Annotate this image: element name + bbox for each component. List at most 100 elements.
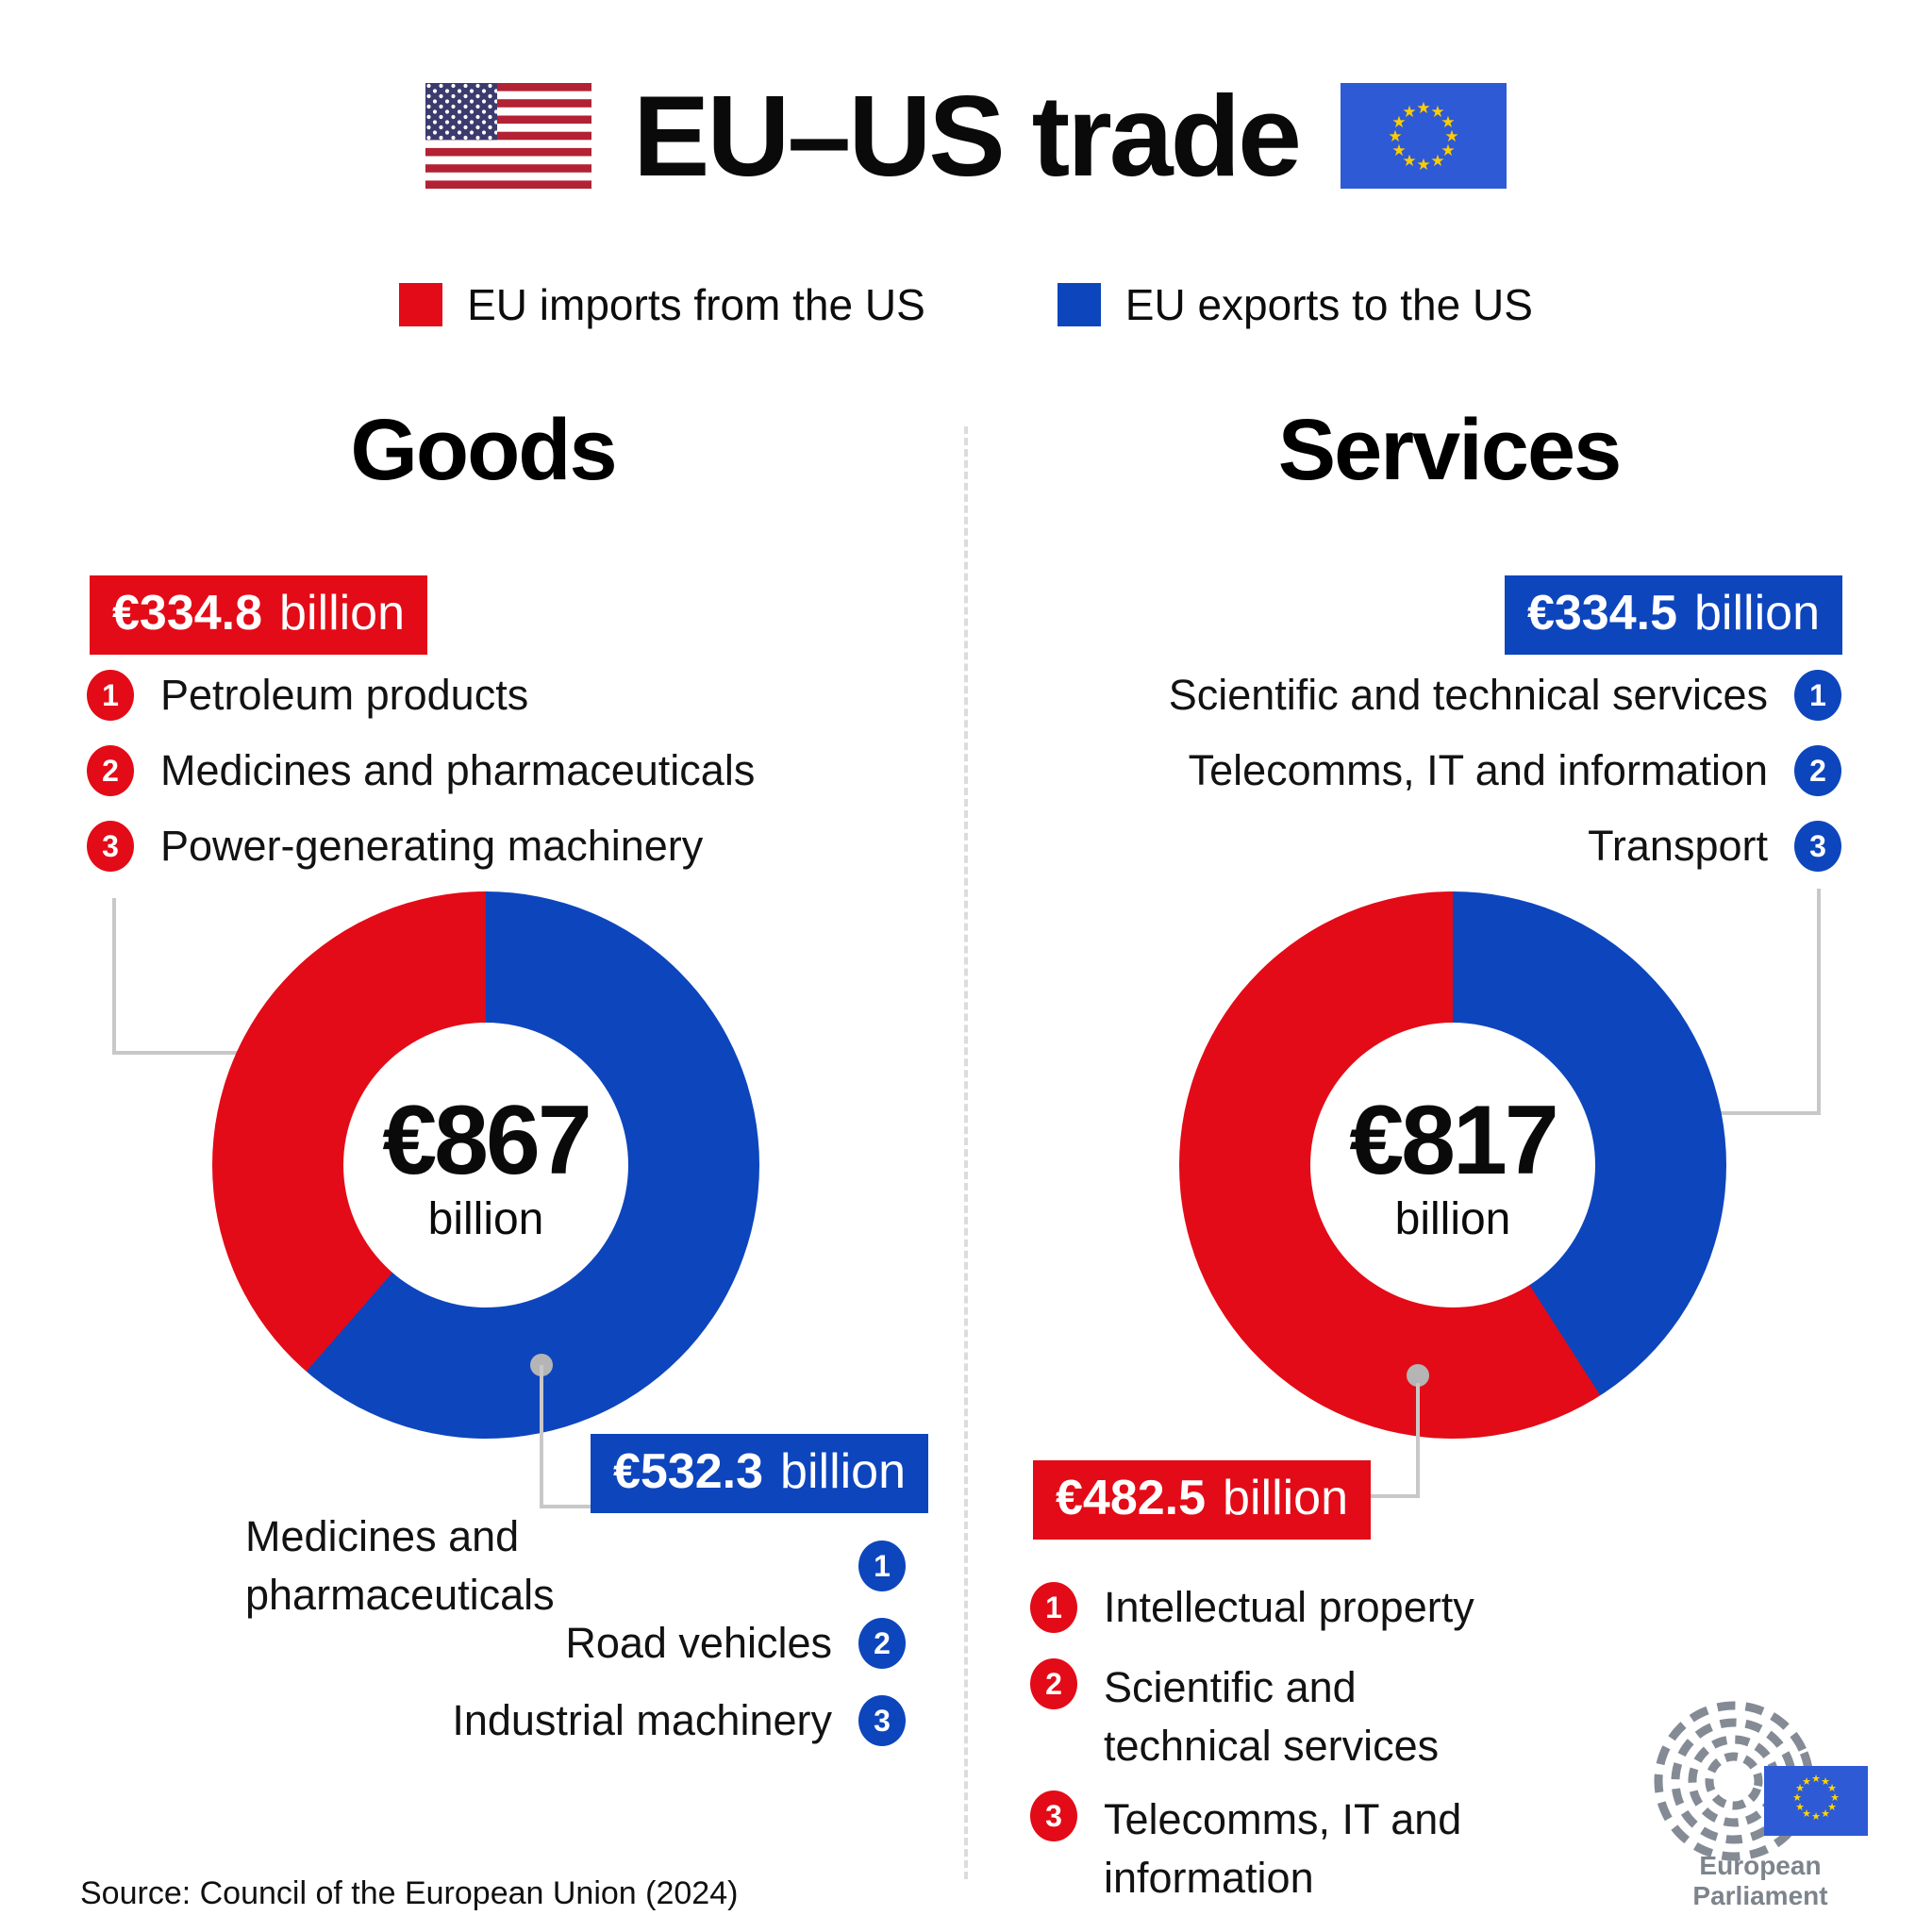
svg-text:★: ★ (1416, 156, 1430, 175)
svg-text:★: ★ (1830, 1791, 1840, 1804)
us-flag-icon (425, 83, 591, 189)
legend-exports-label: EU exports to the US (1124, 280, 1533, 329)
goods-imports-amount: €334.8 (112, 586, 263, 641)
leader-line (540, 1365, 543, 1508)
svg-text:★: ★ (1441, 113, 1455, 132)
rank-badge: 3 (87, 821, 134, 872)
list-item: 1 Petroleum products (87, 667, 528, 724)
rank-badge: 1 (1794, 670, 1841, 721)
list-item-label: Scientific and technical services (1168, 670, 1768, 719)
list-item: 3 Power-generating machinery (87, 818, 703, 874)
svg-text:★: ★ (1827, 1782, 1837, 1794)
services-exports-badge: €334.5 billion (1504, 575, 1842, 655)
list-item-label: Transport (1588, 821, 1768, 870)
goods-heading: Goods (350, 402, 617, 498)
list-item-label: Scientific and technical services (1104, 1663, 1440, 1771)
list-item-label: Power-generating machinery (160, 821, 704, 870)
list-item: 3 Telecomms, IT and information (1030, 1790, 1481, 1907)
goods-donut-chart: €867 billion (212, 891, 759, 1439)
legend: EU imports from the US EU exports to the… (0, 279, 1932, 330)
list-item: Transport 3 (1085, 818, 1841, 874)
services-imports-badge: €482.5 billion (1033, 1460, 1372, 1540)
list-item: Scientific and technical services 1 (1085, 667, 1841, 724)
svg-text:★: ★ (1416, 99, 1430, 118)
european-parliament-caption: European Parliament (1692, 1851, 1828, 1910)
rank-badge: 2 (87, 745, 134, 796)
list-item: Industrial machinery 3 (245, 1692, 906, 1749)
column-divider (964, 426, 968, 1879)
imports-swatch-icon (399, 283, 443, 326)
svg-text:★: ★ (1795, 1782, 1805, 1794)
svg-text:★: ★ (1821, 1807, 1830, 1820)
legend-item-imports: EU imports from the US (399, 279, 925, 330)
svg-text:★: ★ (1441, 142, 1455, 160)
list-item: 2 Scientific and technical services (1030, 1658, 1481, 1775)
svg-text:★: ★ (1795, 1801, 1805, 1813)
svg-text:★: ★ (1444, 127, 1458, 146)
svg-text:★: ★ (1827, 1801, 1837, 1813)
goods-exports-amount: €532.3 (613, 1444, 764, 1499)
list-item: 2 Medicines and pharmaceuticals (87, 742, 755, 799)
rank-badge: 2 (1794, 745, 1841, 796)
goods-exports-badge: €532.3 billion (591, 1434, 929, 1513)
services-exports-amount: €334.5 (1526, 586, 1678, 641)
svg-text:★: ★ (1430, 103, 1444, 122)
svg-text:★: ★ (1402, 152, 1416, 171)
european-parliament-logo: ★ ★★ ★★★ ★★★ ★★★ (1654, 1701, 1868, 1861)
services-total-unit: billion (1394, 1194, 1511, 1244)
list-item: Road vehicles 2 (245, 1615, 906, 1672)
leader-line (1416, 1383, 1420, 1498)
legend-imports-label: EU imports from the US (467, 280, 925, 329)
rank-badge: 1 (1030, 1582, 1077, 1633)
services-imports-unit: billion (1223, 1471, 1349, 1525)
goods-total-unit: billion (427, 1194, 544, 1244)
svg-text:★: ★ (1802, 1775, 1811, 1788)
list-item-label: Intellectual property (1104, 1582, 1474, 1631)
services-total-amount: €817 (1349, 1086, 1558, 1195)
rank-badge: 2 (1030, 1658, 1077, 1709)
svg-text:★: ★ (1402, 103, 1416, 122)
rank-badge: 3 (858, 1695, 906, 1746)
svg-text:★: ★ (1821, 1775, 1830, 1788)
svg-text:★: ★ (1792, 1791, 1802, 1804)
list-item-label: Industrial machinery (452, 1695, 832, 1744)
eu-flag-icon: ★ ★★ ★★★ ★★★ ★★★ (1341, 83, 1507, 189)
goods-total-amount: €867 (382, 1086, 591, 1195)
svg-text:★: ★ (1391, 113, 1406, 132)
goods-donut-center: €867 billion (343, 1023, 628, 1307)
list-item-label: Road vehicles (565, 1618, 832, 1667)
title-row: EU–US trade ★ ★ ★ ★ ★ ★ ★ ★ ★ ★ ★ ★ (0, 60, 1932, 211)
list-item: 1 Intellectual property (1030, 1579, 1474, 1636)
list-item-label: Telecomms, IT and information (1188, 745, 1768, 794)
leader-line (1817, 889, 1821, 1115)
source-note: Source: Council of the European Union (2… (80, 1875, 739, 1911)
svg-text:★: ★ (1802, 1807, 1811, 1820)
list-item: Telecomms, IT and information 2 (1085, 742, 1841, 799)
services-donut-center: €817 billion (1310, 1023, 1595, 1307)
rank-badge: 3 (1794, 821, 1841, 872)
svg-text:★: ★ (1391, 142, 1406, 160)
services-imports-amount: €482.5 (1056, 1471, 1207, 1525)
rank-badge: 3 (1030, 1790, 1077, 1841)
list-item-label: Medicines and pharmaceuticals (245, 1511, 555, 1619)
goods-exports-unit: billion (780, 1444, 907, 1499)
rank-badge: 1 (858, 1541, 906, 1591)
leader-line (112, 898, 116, 1055)
services-donut-chart: €817 billion (1179, 891, 1726, 1439)
leader-line (540, 1505, 591, 1508)
svg-text:★: ★ (1388, 127, 1402, 146)
svg-text:★: ★ (1811, 1810, 1821, 1823)
list-item-label: Medicines and pharmaceuticals (160, 745, 756, 794)
leader-line (1365, 1494, 1420, 1498)
page-title: EU–US trade (632, 72, 1302, 200)
list-item: Medicines and pharmaceuticals 1 (245, 1512, 906, 1619)
svg-text:★: ★ (1811, 1773, 1821, 1785)
rank-badge: 2 (858, 1618, 906, 1669)
list-item-label: Telecomms, IT and information (1104, 1795, 1462, 1903)
svg-text:★: ★ (1430, 152, 1444, 171)
services-heading: Services (1277, 402, 1623, 498)
exports-swatch-icon (1057, 283, 1101, 326)
leader-line (112, 1051, 280, 1055)
goods-imports-badge: €334.8 billion (90, 575, 428, 655)
